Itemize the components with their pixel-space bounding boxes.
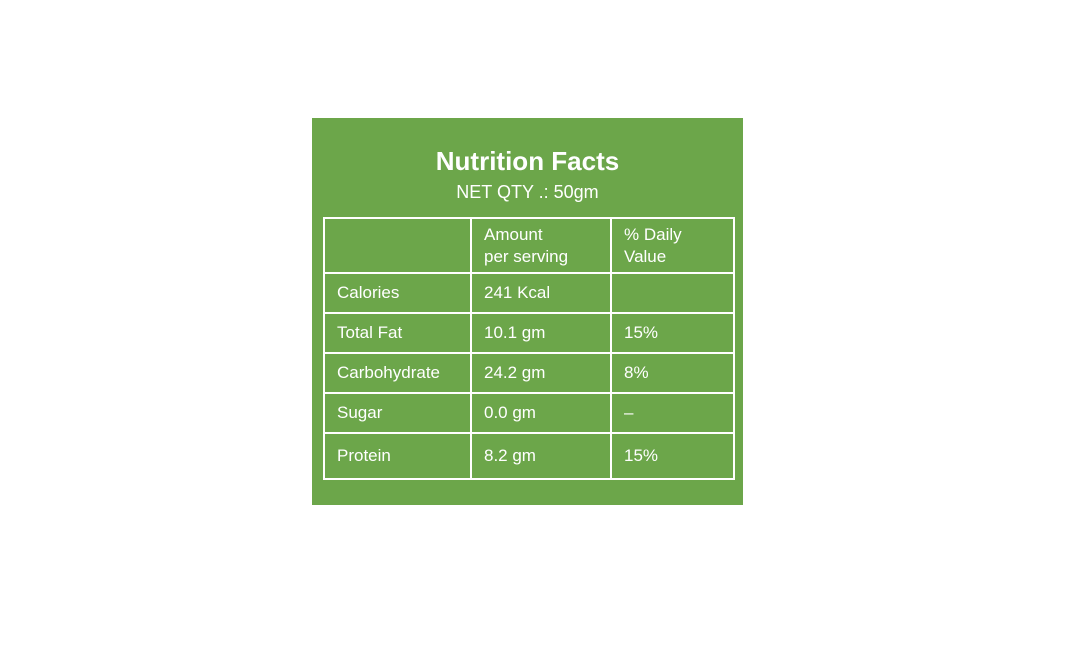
header-amount-per-serving: Amount per serving <box>470 217 612 274</box>
header-percent-daily-value: % Daily Value <box>610 217 735 274</box>
nutrient-amount: 8.2 gm <box>470 432 612 480</box>
net-quantity-text: NET QTY .: 50gm <box>456 182 599 202</box>
nutrient-label: Sugar <box>323 392 472 434</box>
table-row-carbohydrate: Carbohydrate 24.2 gm 8% <box>323 352 735 394</box>
nutrient-amount: 241 Kcal <box>470 272 612 314</box>
nutrient-label: Carbohydrate <box>323 352 472 394</box>
table-header-row: Amount per serving % Daily Value <box>323 217 735 274</box>
nutrient-daily-value: 15% <box>610 312 735 354</box>
nutrient-amount: 0.0 gm <box>470 392 612 434</box>
header-blank-cell <box>323 217 472 274</box>
nutrient-daily-value: – <box>610 392 735 434</box>
nutrient-daily-value: 8% <box>610 352 735 394</box>
nutrient-daily-value: 15% <box>610 432 735 480</box>
nutrition-label-panel: Nutrition Facts NET QTY .: 50gm Amount p… <box>312 118 743 505</box>
table-row-protein: Protein 8.2 gm 15% <box>323 432 735 480</box>
table-row-sugar: Sugar 0.0 gm – <box>323 392 735 434</box>
nutrient-amount: 24.2 gm <box>470 352 612 394</box>
nutrient-daily-value <box>610 272 735 314</box>
label-title: Nutrition Facts <box>435 146 620 176</box>
nutrition-table: Amount per serving % Daily Value Calorie… <box>323 217 735 480</box>
nutrient-amount: 10.1 gm <box>470 312 612 354</box>
nutrient-label: Protein <box>323 432 472 480</box>
table-row-total-fat: Total Fat 10.1 gm 15% <box>323 312 735 354</box>
nutrient-label: Calories <box>323 272 472 314</box>
table-row-calories: Calories 241 Kcal <box>323 272 735 314</box>
nutrient-label: Total Fat <box>323 312 472 354</box>
